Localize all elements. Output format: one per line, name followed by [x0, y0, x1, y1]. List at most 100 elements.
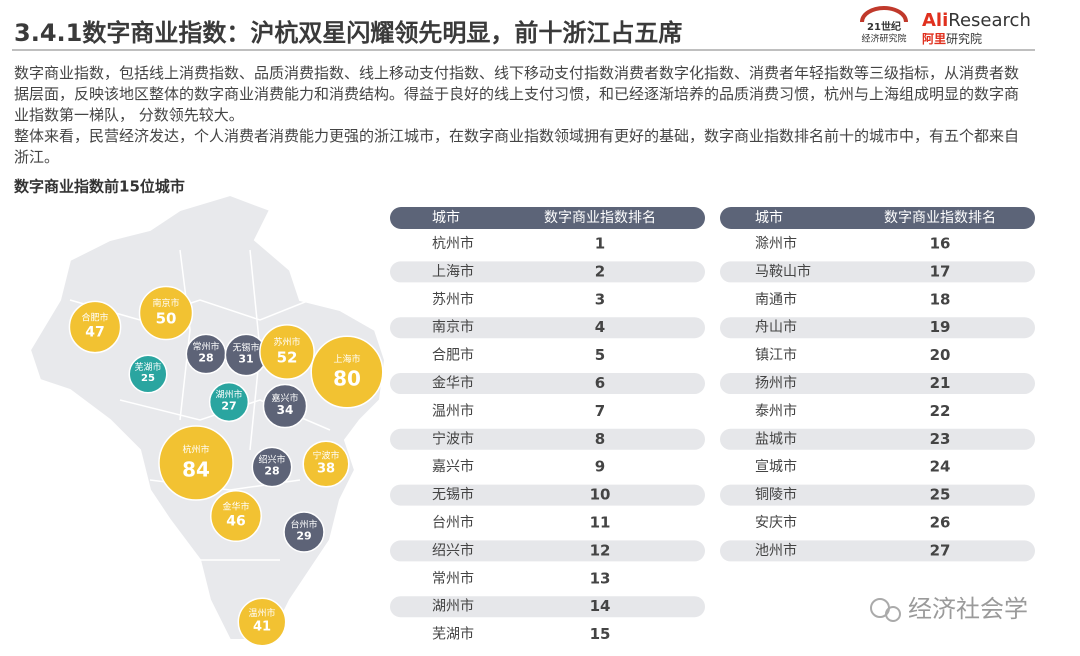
bubble-city: 常州市	[192, 341, 219, 353]
bubble	[283, 511, 325, 553]
city-cell: 合肥市	[432, 347, 474, 364]
city-cell: 南通市	[755, 291, 797, 308]
city-cell: 池州市	[755, 542, 797, 559]
city-cell: 安庆市	[755, 514, 797, 531]
row-stripe	[390, 484, 705, 506]
bubble-city: 宁波市	[312, 450, 339, 462]
wechat-icon	[885, 606, 901, 622]
rank-cell: 1	[595, 235, 605, 253]
rank-cell: 9	[595, 458, 605, 476]
logo-ali-cn: 阿里研究院	[922, 31, 982, 46]
city-cell: 上海市	[432, 263, 474, 280]
bubble-city: 南京市	[152, 297, 179, 309]
logo-ali-b: Research	[948, 10, 1031, 31]
header-cell: 数字商业指数排名	[544, 210, 656, 226]
bubble	[251, 446, 293, 488]
bubble-city: 台州市	[290, 519, 317, 531]
bubble	[209, 489, 263, 543]
row-stripe	[390, 261, 705, 283]
header-cell: 城市	[432, 209, 460, 226]
rank-cell: 5	[595, 346, 605, 364]
rank-cell: 22	[930, 402, 951, 420]
logo-21-a: 21世纪	[867, 20, 901, 33]
city-cell: 杭州市	[432, 235, 474, 252]
bubble-city: 无锡市	[232, 341, 259, 353]
row-stripe	[720, 261, 1035, 283]
rank-cell: 26	[930, 514, 951, 532]
rank-cell: 23	[930, 430, 951, 448]
rank-cell: 18	[930, 290, 951, 308]
bubble	[128, 354, 168, 394]
row-stripe	[720, 317, 1035, 339]
city-cell: 金华市	[432, 375, 474, 392]
city-cell: 宣城市	[755, 458, 797, 475]
bubble	[138, 285, 194, 341]
bubble-value: 84	[182, 458, 210, 482]
rank-cell: 16	[930, 235, 951, 253]
bubble	[262, 383, 308, 429]
bubble-city: 嘉兴市	[271, 392, 298, 404]
city-cell: 镇江市	[755, 347, 797, 364]
bubble-value: 27	[221, 399, 236, 412]
bubble-city: 绍兴市	[258, 454, 285, 466]
rank-cell: 4	[595, 318, 605, 336]
table-header	[390, 207, 705, 229]
city-cell: 温州市	[432, 402, 474, 419]
paragraph: 整体来看，民营经济发达，个人消费者消费能力更强的浙江城市，在数字商业指数领域拥有…	[14, 127, 1020, 166]
bubble	[208, 381, 250, 423]
city-cell: 苏州市	[432, 291, 474, 308]
rank-cell: 19	[930, 318, 951, 336]
city-cell: 台州市	[432, 514, 474, 531]
logo-ali-c: 阿里	[922, 31, 946, 46]
bubble-city: 芜湖市	[134, 361, 161, 373]
row-stripe	[390, 317, 705, 339]
city-cell: 盐城市	[755, 430, 797, 447]
city-cell: 无锡市	[432, 486, 474, 503]
row-stripe	[390, 428, 705, 450]
rank-cell: 14	[590, 597, 611, 615]
bubble-value: 50	[156, 309, 177, 327]
logo-ali: AliResearch	[922, 10, 1031, 31]
row-stripe	[390, 373, 705, 394]
bubble-value: 34	[277, 403, 294, 417]
city-cell: 泰州市	[755, 402, 797, 419]
city-cell: 马鞍山市	[755, 263, 811, 280]
rank-cell: 7	[595, 402, 605, 420]
bubble-value: 25	[141, 373, 155, 384]
row-stripe	[720, 428, 1035, 450]
city-cell: 舟山市	[755, 319, 797, 336]
logo-ali-d: 研究院	[946, 31, 982, 46]
rank-cell: 11	[590, 514, 611, 532]
city-cell: 宁波市	[432, 430, 474, 447]
rank-cell: 12	[590, 541, 611, 559]
logo-ali-a: Ali	[922, 10, 948, 31]
bubble-city: 上海市	[333, 353, 360, 365]
logo-21-b: 经济研究院	[861, 33, 906, 45]
header-cell: 城市	[755, 209, 783, 226]
city-cell: 扬州市	[755, 375, 797, 392]
title: 3.4.1数字商业指数：沪杭双星闪耀领先明显，前十浙江占五席	[14, 19, 682, 47]
row-stripe	[390, 540, 705, 562]
bubble	[237, 597, 287, 647]
bubble-value: 52	[277, 348, 298, 366]
bubble-city: 苏州市	[273, 336, 300, 348]
row-stripe	[720, 540, 1035, 562]
bubble-value: 29	[296, 529, 311, 542]
bubble-value: 41	[253, 620, 271, 635]
rank-cell: 2	[595, 262, 605, 280]
paragraph: 数字商业指数，包括线上消费指数、品质消费指数、线上移动支付指数、线下移动支付指数…	[14, 64, 1020, 124]
row-stripe	[720, 484, 1035, 506]
city-cell: 嘉兴市	[432, 458, 474, 475]
rank-cell: 27	[930, 541, 951, 559]
bubble	[68, 300, 122, 354]
bubble-value: 31	[238, 353, 253, 366]
rank-cell: 15	[590, 625, 611, 643]
bubble-value: 80	[333, 366, 361, 390]
rank-cell: 24	[930, 458, 951, 476]
bubble-value: 46	[226, 514, 245, 530]
city-cell: 南京市	[432, 319, 474, 336]
bubble	[310, 335, 384, 409]
city-cell: 湖州市	[432, 598, 474, 615]
